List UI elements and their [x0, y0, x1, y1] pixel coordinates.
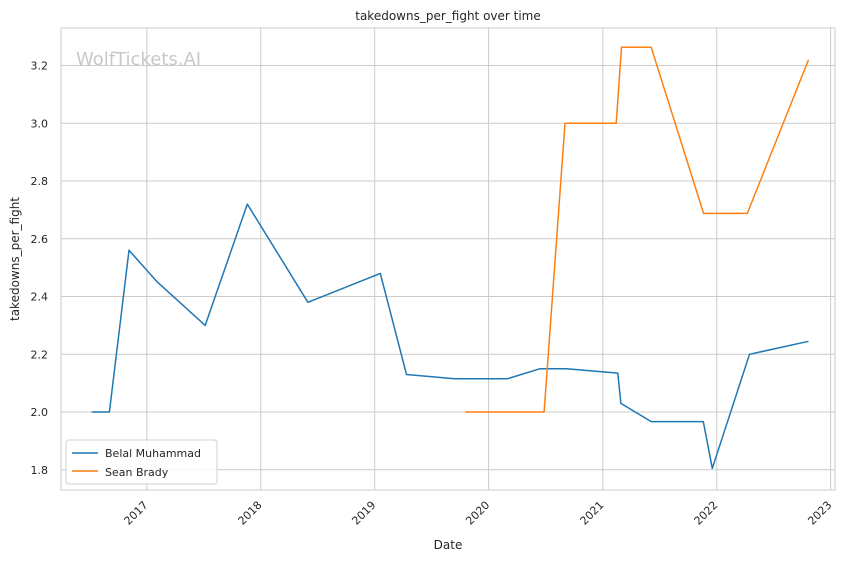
legend: Belal Muhammad Sean Brady: [65, 439, 218, 485]
series-lines: [91, 46, 810, 470]
y-tick-label: 1.8: [31, 464, 49, 477]
legend-label-sean-brady: Sean Brady: [105, 466, 169, 479]
y-tick-label: 2.6: [31, 233, 49, 246]
y-tick-label: 3.2: [31, 60, 49, 73]
y-tick-label: 2.2: [31, 348, 49, 361]
x-axis-label: Date: [434, 538, 463, 552]
series-line-belal-muhammad: [91, 203, 809, 470]
legend-box: [65, 439, 218, 485]
series-line-sean-brady: [465, 46, 810, 413]
y-tick-label: 3.0: [31, 117, 49, 130]
watermark: WolfTickets.AI: [76, 49, 201, 70]
y-tick-labels: 1.8 2.0 2.2 2.4 2.6 2.8 3.0 3.2: [31, 60, 49, 477]
chart-title: takedowns_per_fight over time: [355, 9, 541, 23]
legend-label-belal-muhammad: Belal Muhammad: [105, 447, 201, 460]
y-tick-label: 2.0: [31, 406, 49, 419]
y-axis-label: takedowns_per_fight: [8, 197, 22, 321]
y-tick-label: 2.4: [31, 291, 49, 304]
y-tick-label: 2.8: [31, 175, 49, 188]
plot-frame: [60, 27, 836, 491]
